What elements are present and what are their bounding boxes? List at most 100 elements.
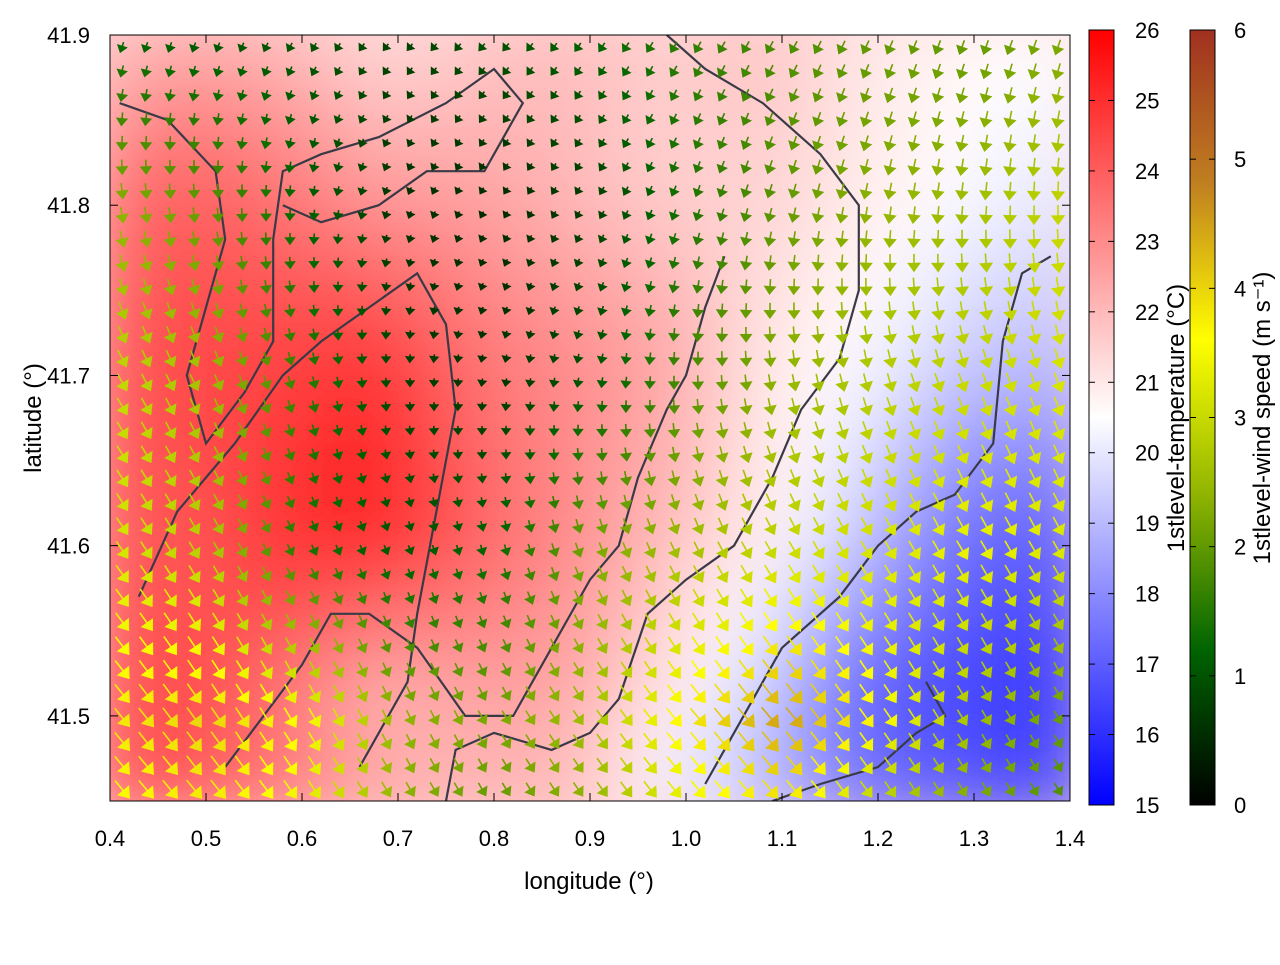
wind-vector [260, 184, 272, 198]
wind-vector [645, 89, 656, 101]
wind-vector [188, 493, 201, 511]
wind-vector [212, 470, 225, 487]
wind-vector [574, 234, 584, 244]
wind-speed-colorbar: 0 1 2 3 4 5 6 1stlevel-wind speed (m s⁻¹) [1189, 18, 1276, 818]
wind-vector [476, 758, 488, 773]
wind-vector [645, 161, 656, 173]
wind-vector [596, 661, 609, 678]
wind-vector [550, 210, 560, 219]
wind-vector [932, 564, 946, 584]
wind-vector [1028, 661, 1041, 678]
wind-vector [381, 258, 392, 268]
wind-vector [596, 733, 608, 750]
wind-vector [691, 351, 705, 367]
wind-vector [787, 445, 801, 464]
wind-vector [1028, 613, 1041, 631]
wind-vector [380, 733, 393, 750]
wind-vector [236, 565, 249, 583]
wind-vector [883, 516, 897, 536]
wind-vector [331, 684, 345, 703]
wind-vector [164, 89, 176, 102]
wind-vector [524, 758, 536, 773]
wind-vector [428, 497, 439, 508]
wind-vector [980, 637, 993, 655]
wind-vector [357, 162, 368, 172]
wind-vector [211, 207, 225, 223]
wind-vector [739, 588, 754, 608]
wind-vector [835, 492, 849, 512]
wind-vector [715, 517, 729, 535]
wind-vector [715, 303, 729, 319]
wind-vector [643, 518, 657, 535]
wind-vector [502, 282, 512, 291]
wind-vector [980, 782, 992, 797]
wind-vector [740, 564, 753, 584]
wind-vector [645, 233, 656, 245]
wind-vector [811, 397, 825, 416]
wind-vector [358, 42, 368, 52]
wind-vector [692, 232, 705, 246]
wind-vector [404, 733, 417, 750]
wind-vector [187, 397, 201, 416]
wind-vector [1028, 782, 1040, 797]
wind-vector [284, 660, 297, 679]
colorbar-tick-label: 5 [1234, 147, 1246, 172]
wind-vector [666, 684, 682, 703]
wind-vector [668, 612, 681, 631]
wind-vector [741, 41, 752, 54]
wind-vector [692, 137, 704, 150]
wind-vector [260, 137, 272, 150]
wind-vector [787, 254, 801, 272]
wind-vector [1003, 110, 1017, 128]
wind-vector [1028, 588, 1041, 607]
wind-vector [1027, 444, 1042, 465]
wind-vector [259, 707, 274, 729]
wind-vector [836, 540, 849, 560]
wind-vector [643, 756, 657, 774]
wind-vector [357, 138, 368, 148]
wind-vector [115, 206, 129, 224]
wind-vector [1051, 516, 1066, 536]
wind-vector [284, 209, 296, 222]
wind-vector [405, 282, 416, 292]
wind-vector [211, 446, 225, 463]
wind-vector [115, 254, 129, 272]
wind-vector [309, 137, 320, 149]
wind-vector [260, 636, 273, 655]
wind-vector [211, 160, 225, 175]
wind-vector [139, 183, 153, 200]
wind-vector [859, 588, 874, 608]
wind-vector [211, 326, 225, 343]
wind-vector [908, 564, 922, 584]
wind-vector [715, 469, 729, 487]
wind-vector [189, 42, 200, 53]
wind-vector [883, 492, 898, 512]
wind-vector [547, 543, 560, 558]
wind-vector [980, 588, 993, 608]
wind-vector [834, 659, 850, 680]
wind-vector [308, 185, 320, 197]
wind-vector [1028, 734, 1040, 749]
wind-vector [932, 684, 945, 703]
wind-vector [859, 301, 873, 321]
wind-vector [980, 685, 993, 702]
wind-vector [187, 207, 201, 224]
x-tick-label: 1.0 [671, 826, 702, 851]
wind-vector [979, 87, 993, 104]
wind-vector [1050, 228, 1066, 250]
wind-vector [643, 541, 657, 559]
wind-vector [573, 258, 584, 268]
wind-vector [163, 636, 178, 656]
wind-vector [260, 589, 273, 606]
wind-vector [308, 233, 320, 245]
wind-vector [737, 707, 755, 728]
wind-vector [163, 183, 177, 200]
wind-vector [478, 210, 488, 219]
wind-vector [235, 683, 250, 704]
wind-vector [524, 425, 536, 436]
wind-vector [164, 421, 177, 440]
wind-vector [164, 493, 177, 511]
wind-vector [598, 42, 608, 53]
wind-vector [811, 183, 825, 200]
wind-vector [598, 162, 608, 172]
